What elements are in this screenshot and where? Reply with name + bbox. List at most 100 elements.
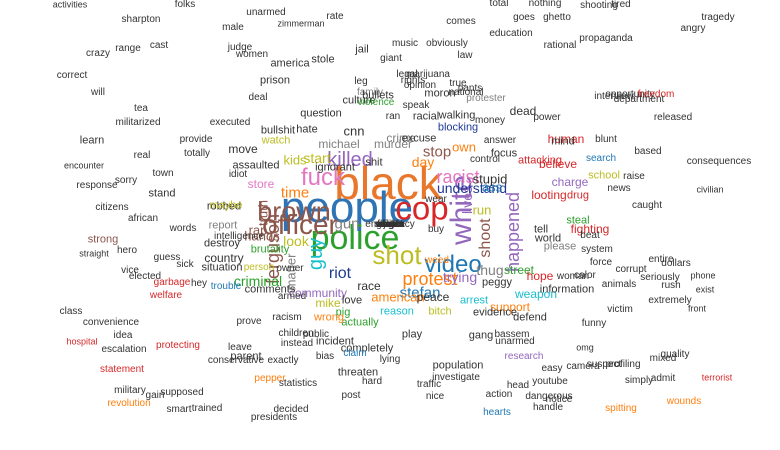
word-range: range [115, 43, 141, 54]
word-hope: hope [526, 269, 554, 283]
word-statement: statement [100, 364, 144, 375]
word-ghetto: ghetto [543, 12, 571, 23]
word-blunt: blunt [595, 134, 617, 145]
word-encounter: encounter [63, 160, 105, 171]
word-admit: admit [650, 373, 676, 384]
word-actually: actually [341, 316, 379, 329]
word-unarmed: unarmed [246, 7, 286, 18]
word-comes: comes [446, 16, 476, 27]
word-children: children [278, 328, 314, 339]
word-dangerous: dangerous [525, 391, 573, 402]
word-riot: riot [328, 265, 352, 282]
word-learn: learn [79, 134, 105, 147]
word-rights: rights [400, 75, 426, 86]
word-cop: cop [395, 189, 449, 227]
word-hard: hard [361, 376, 383, 387]
word-situation: situation [201, 261, 243, 274]
word-human: human [547, 132, 585, 146]
word-money: money [474, 115, 506, 126]
word-search: search [585, 153, 617, 164]
word-sick: sick [176, 259, 194, 270]
word-trying: trying [442, 269, 478, 285]
word-evidence: evidence [472, 306, 518, 319]
word-america: america [270, 57, 310, 70]
word-male: male [222, 22, 244, 33]
word-please: please [543, 240, 577, 253]
word-police: police [310, 219, 400, 257]
word-brown: brown [257, 196, 331, 227]
word-moron: moron [424, 87, 456, 100]
word-street: street [503, 263, 535, 277]
word-color: color [574, 270, 596, 281]
word-reason: reason [380, 305, 414, 318]
word-answer: answer [483, 135, 517, 146]
word-leg: leg [354, 76, 368, 87]
word-claim: claim [343, 348, 367, 359]
word-love: love [341, 294, 363, 307]
word-arrest: arrest [459, 294, 489, 307]
word-control: control [469, 154, 501, 165]
word-simply: simply [624, 375, 654, 386]
word-department: department [613, 94, 665, 105]
word-excuse: excuse [401, 132, 437, 145]
word-assaulted: assaulted [232, 159, 280, 172]
word-news: news [607, 183, 631, 194]
word-racial: racial [412, 110, 440, 123]
word-racism: racism [272, 312, 302, 323]
word-half: half [381, 219, 399, 230]
word-attacking: attacking [517, 154, 563, 167]
word-school: school [588, 169, 620, 182]
word-report: report [208, 219, 238, 232]
word-stupid: stupid [472, 171, 508, 187]
word-mind: mind [551, 135, 575, 148]
word-people: people [280, 183, 414, 232]
word-comments: comments [244, 283, 296, 296]
word-idea: idea [113, 330, 133, 341]
word-pants: pants [457, 83, 483, 94]
word-funny: funny [581, 318, 607, 329]
word-tired: tired [611, 0, 631, 10]
word-idiot: idiot [228, 169, 248, 180]
word-hate: hate [296, 123, 318, 136]
word-real: real [133, 150, 151, 161]
word-wrong: wrong [314, 311, 344, 324]
word-question: question [300, 107, 342, 120]
word-provide: provide [179, 134, 213, 145]
word-action: action [485, 389, 513, 400]
word-words: words [169, 223, 197, 234]
word-rap: rap [248, 222, 268, 238]
word-propaganda: propaganda [579, 33, 633, 44]
word-robbed: robbed [206, 200, 242, 213]
word-protester: protester [466, 93, 506, 104]
word-move: move [228, 142, 258, 156]
word-pepper: pepper [254, 373, 286, 384]
word-fact: fact [381, 219, 399, 230]
word-owner: owner [276, 263, 304, 274]
word-front: front [687, 303, 707, 314]
word-music: music [391, 38, 419, 49]
word-opportunity: opportunity [605, 89, 655, 100]
word-mike: mike [315, 296, 341, 310]
word-dead: dead [509, 104, 537, 118]
word-civilian: civilian [696, 184, 724, 195]
word-own: own [452, 139, 476, 155]
word-prison: prison [260, 74, 290, 87]
word-true: true [449, 78, 467, 89]
word-ass: ass [481, 179, 503, 195]
word-activities: activities [52, 0, 88, 10]
word-parent: parent [230, 350, 262, 363]
word-day: day [411, 154, 435, 170]
word-zimmerman: zimmerman [277, 18, 325, 29]
word-rush: rush [661, 280, 681, 291]
word-force: force [589, 257, 613, 268]
word-extremely: extremely [648, 295, 692, 306]
word-nice: nice [425, 391, 445, 402]
word-bias: bias [315, 351, 335, 362]
word-class: class [59, 306, 83, 317]
word-looting: looting [531, 188, 567, 202]
word-convenience: convenience [82, 317, 140, 328]
word-culture: culture [342, 94, 376, 107]
word-stole: stole [311, 53, 335, 66]
word-leave: leave [228, 342, 252, 353]
